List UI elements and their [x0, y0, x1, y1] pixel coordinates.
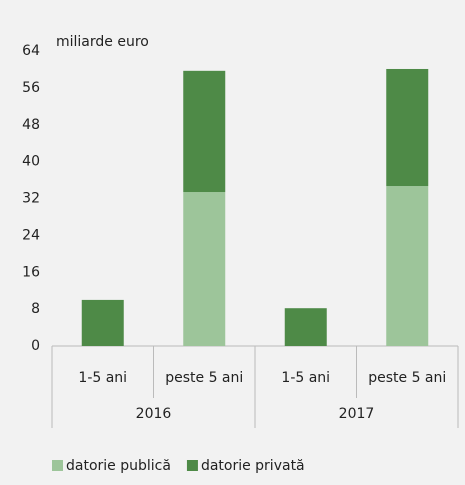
x-tick-label: 1-5 ani: [281, 370, 330, 386]
y-tick-label: 0: [31, 338, 40, 354]
y-tick-label: 32: [22, 191, 40, 207]
bar-segment: [183, 70, 226, 193]
y-tick-label: 56: [22, 80, 40, 96]
y-tick-label: 24: [22, 227, 40, 243]
bar-segment: [386, 186, 429, 346]
y-tick-label: 48: [22, 117, 40, 133]
y-tick-label: 40: [22, 154, 40, 170]
group-label: 2016: [136, 406, 172, 422]
bar-segment: [284, 308, 327, 346]
group-label: 2017: [339, 406, 375, 422]
legend-swatch: [52, 460, 63, 471]
legend-label: datorie publică: [66, 458, 171, 474]
y-tick-label: 16: [22, 264, 40, 280]
bar-segment: [81, 299, 124, 346]
x-tick-label: peste 5 ani: [165, 370, 243, 386]
legend-label: datorie privată: [201, 458, 305, 474]
y-tick-label: 64: [22, 43, 40, 59]
bar-segment: [183, 192, 226, 346]
y-axis-label: miliarde euro: [56, 34, 149, 50]
x-tick-label: peste 5 ani: [368, 370, 446, 386]
bar-segment: [386, 68, 429, 187]
y-tick-label: 8: [31, 301, 40, 317]
x-tick-label: 1-5 ani: [78, 370, 127, 386]
legend-swatch: [186, 460, 198, 471]
